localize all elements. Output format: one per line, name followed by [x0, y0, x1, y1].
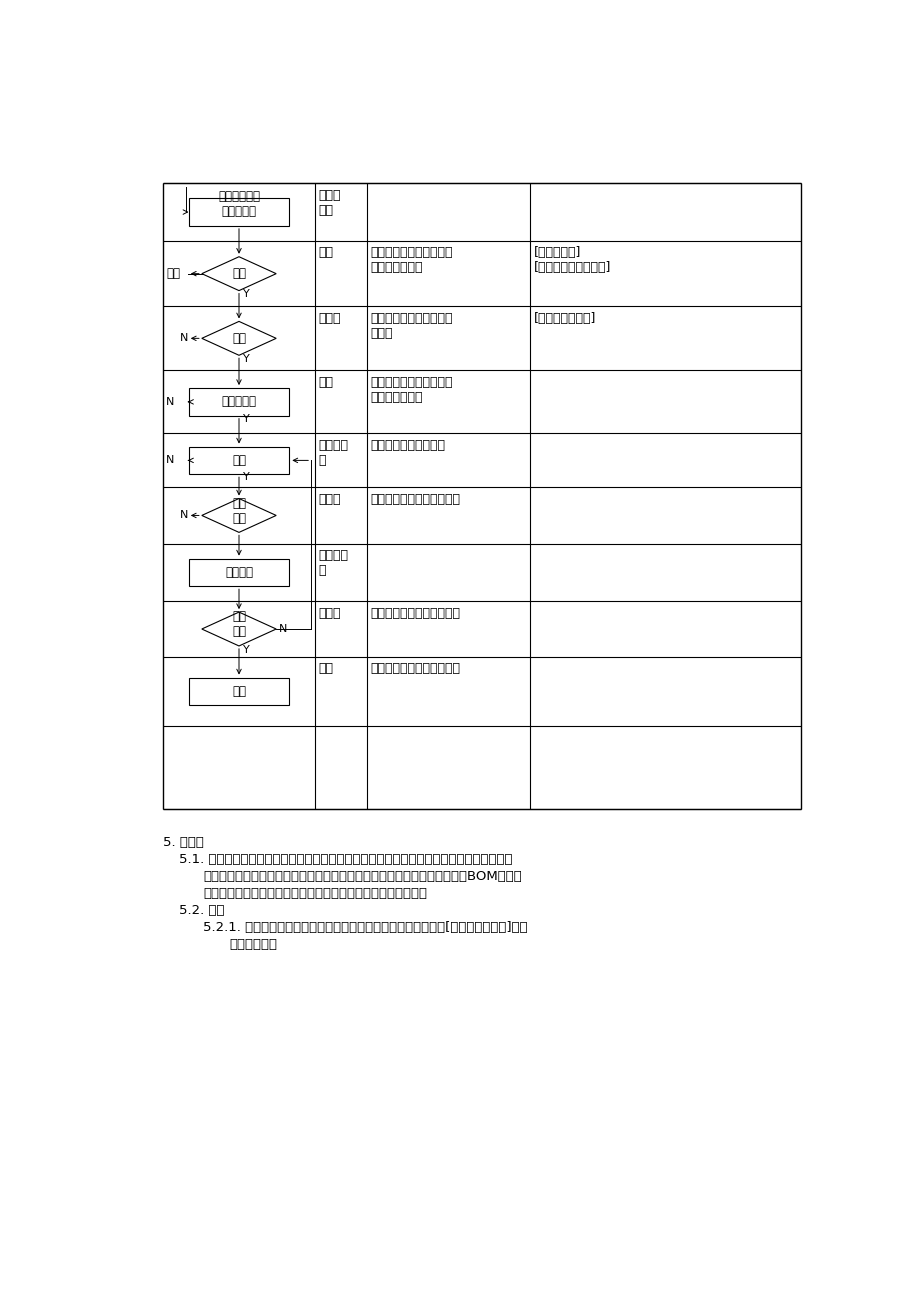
Text: 料，以联络单或其他方式通知产品工程师将客户提供的产品进行管理，列进BOM中，并: 料，以联络单或其他方式通知产品工程师将客户提供的产品进行管理，列进BOM中，并 — [203, 870, 522, 883]
Text: 《搬运、储存、包装、防
护和交付程序》: 《搬运、储存、包装、防 护和交付程序》 — [370, 246, 453, 275]
Text: 物流部
客户: 物流部 客户 — [319, 189, 341, 217]
Text: 《产品的监视和测量程序》: 《产品的监视和测量程序》 — [370, 607, 460, 620]
Text: Y: Y — [243, 414, 249, 424]
Text: 客户提供产品
协调及管理: 客户提供产品 协调及管理 — [218, 190, 260, 219]
Text: Y: Y — [243, 644, 249, 655]
Text: N: N — [179, 333, 187, 344]
Text: 生产制造
部: 生产制造 部 — [319, 549, 348, 577]
Bar — [188, 447, 289, 474]
Polygon shape — [201, 256, 276, 290]
Text: Y: Y — [243, 473, 249, 482]
Text: 收料: 收料 — [232, 267, 245, 280]
Text: 仓库: 仓库 — [319, 246, 334, 259]
Text: 质保部: 质保部 — [319, 492, 341, 505]
Text: 仓库: 仓库 — [319, 376, 334, 389]
Text: Y: Y — [243, 354, 249, 365]
Text: 质保部: 质保部 — [319, 607, 341, 620]
Text: 质保部: 质保部 — [319, 311, 341, 324]
Text: 过程
检验: 过程 检验 — [232, 497, 245, 525]
Text: 验收: 验收 — [232, 332, 245, 345]
Text: 各生产单位依计划生产: 各生产单位依计划生产 — [370, 439, 446, 452]
Text: N: N — [179, 510, 187, 521]
Text: 5. 内容：: 5. 内容： — [163, 836, 204, 849]
Bar — [188, 559, 289, 586]
Text: 完工入库: 完工入库 — [225, 566, 253, 579]
Bar — [188, 198, 289, 227]
Text: 《搬运、储存、包装、防
护和交付程序》: 《搬运、储存、包装、防 护和交付程序》 — [370, 376, 453, 404]
Text: 短缺: 短缺 — [166, 267, 180, 280]
Text: N: N — [166, 456, 175, 465]
Text: 《产品的监视和测量程序》: 《产品的监视和测量程序》 — [370, 492, 460, 505]
Polygon shape — [201, 499, 276, 533]
Text: 5.1. 客户提供产品的协调及管理：当客户提出供料需求时，物流部经理审查客户供料基本资: 5.1. 客户提供产品的协调及管理：当客户提出供料需求时，物流部经理审查客户供料… — [178, 853, 512, 866]
Text: 5.2. 收料: 5.2. 收料 — [178, 904, 224, 917]
Text: 储存与维护: 储存与维护 — [221, 396, 256, 409]
Text: 仓库: 仓库 — [319, 663, 334, 676]
Text: 5.2.1. 仓库收到客户提供的产品时，依客户的送货单由仓库填写[进货检验流转单]并进: 5.2.1. 仓库收到客户提供的产品时，依客户的送货单由仓库填写[进货检验流转单… — [203, 921, 528, 934]
Text: [进货检验流转单]: [进货检验流转单] — [533, 311, 596, 324]
Text: 成品
检验: 成品 检验 — [232, 611, 245, 638]
Text: N: N — [279, 624, 288, 634]
Text: 《产品的监视和测量控制
程序》: 《产品的监视和测量控制 程序》 — [370, 311, 453, 340]
Text: 制造: 制造 — [232, 454, 245, 467]
Text: N: N — [166, 397, 175, 406]
Bar — [188, 388, 289, 415]
Polygon shape — [201, 612, 276, 646]
Bar — [188, 677, 289, 706]
Text: Y: Y — [243, 289, 249, 299]
Text: 生产制造
部: 生产制造 部 — [319, 439, 348, 467]
Text: 由物流部和客户协商客户供料领料作业方式，并跟催沟通联系。: 由物流部和客户协商客户供料领料作业方式，并跟催沟通联系。 — [203, 887, 427, 900]
Polygon shape — [201, 322, 276, 355]
Text: [客户送货单]
[客户提供产品协调单]: [客户送货单] [客户提供产品协调单] — [533, 246, 610, 275]
Text: 《产品的监视和测量程序》: 《产品的监视和测量程序》 — [370, 663, 460, 676]
Text: 出货: 出货 — [232, 685, 245, 698]
Text: 行数量点收。: 行数量点收。 — [229, 937, 277, 950]
